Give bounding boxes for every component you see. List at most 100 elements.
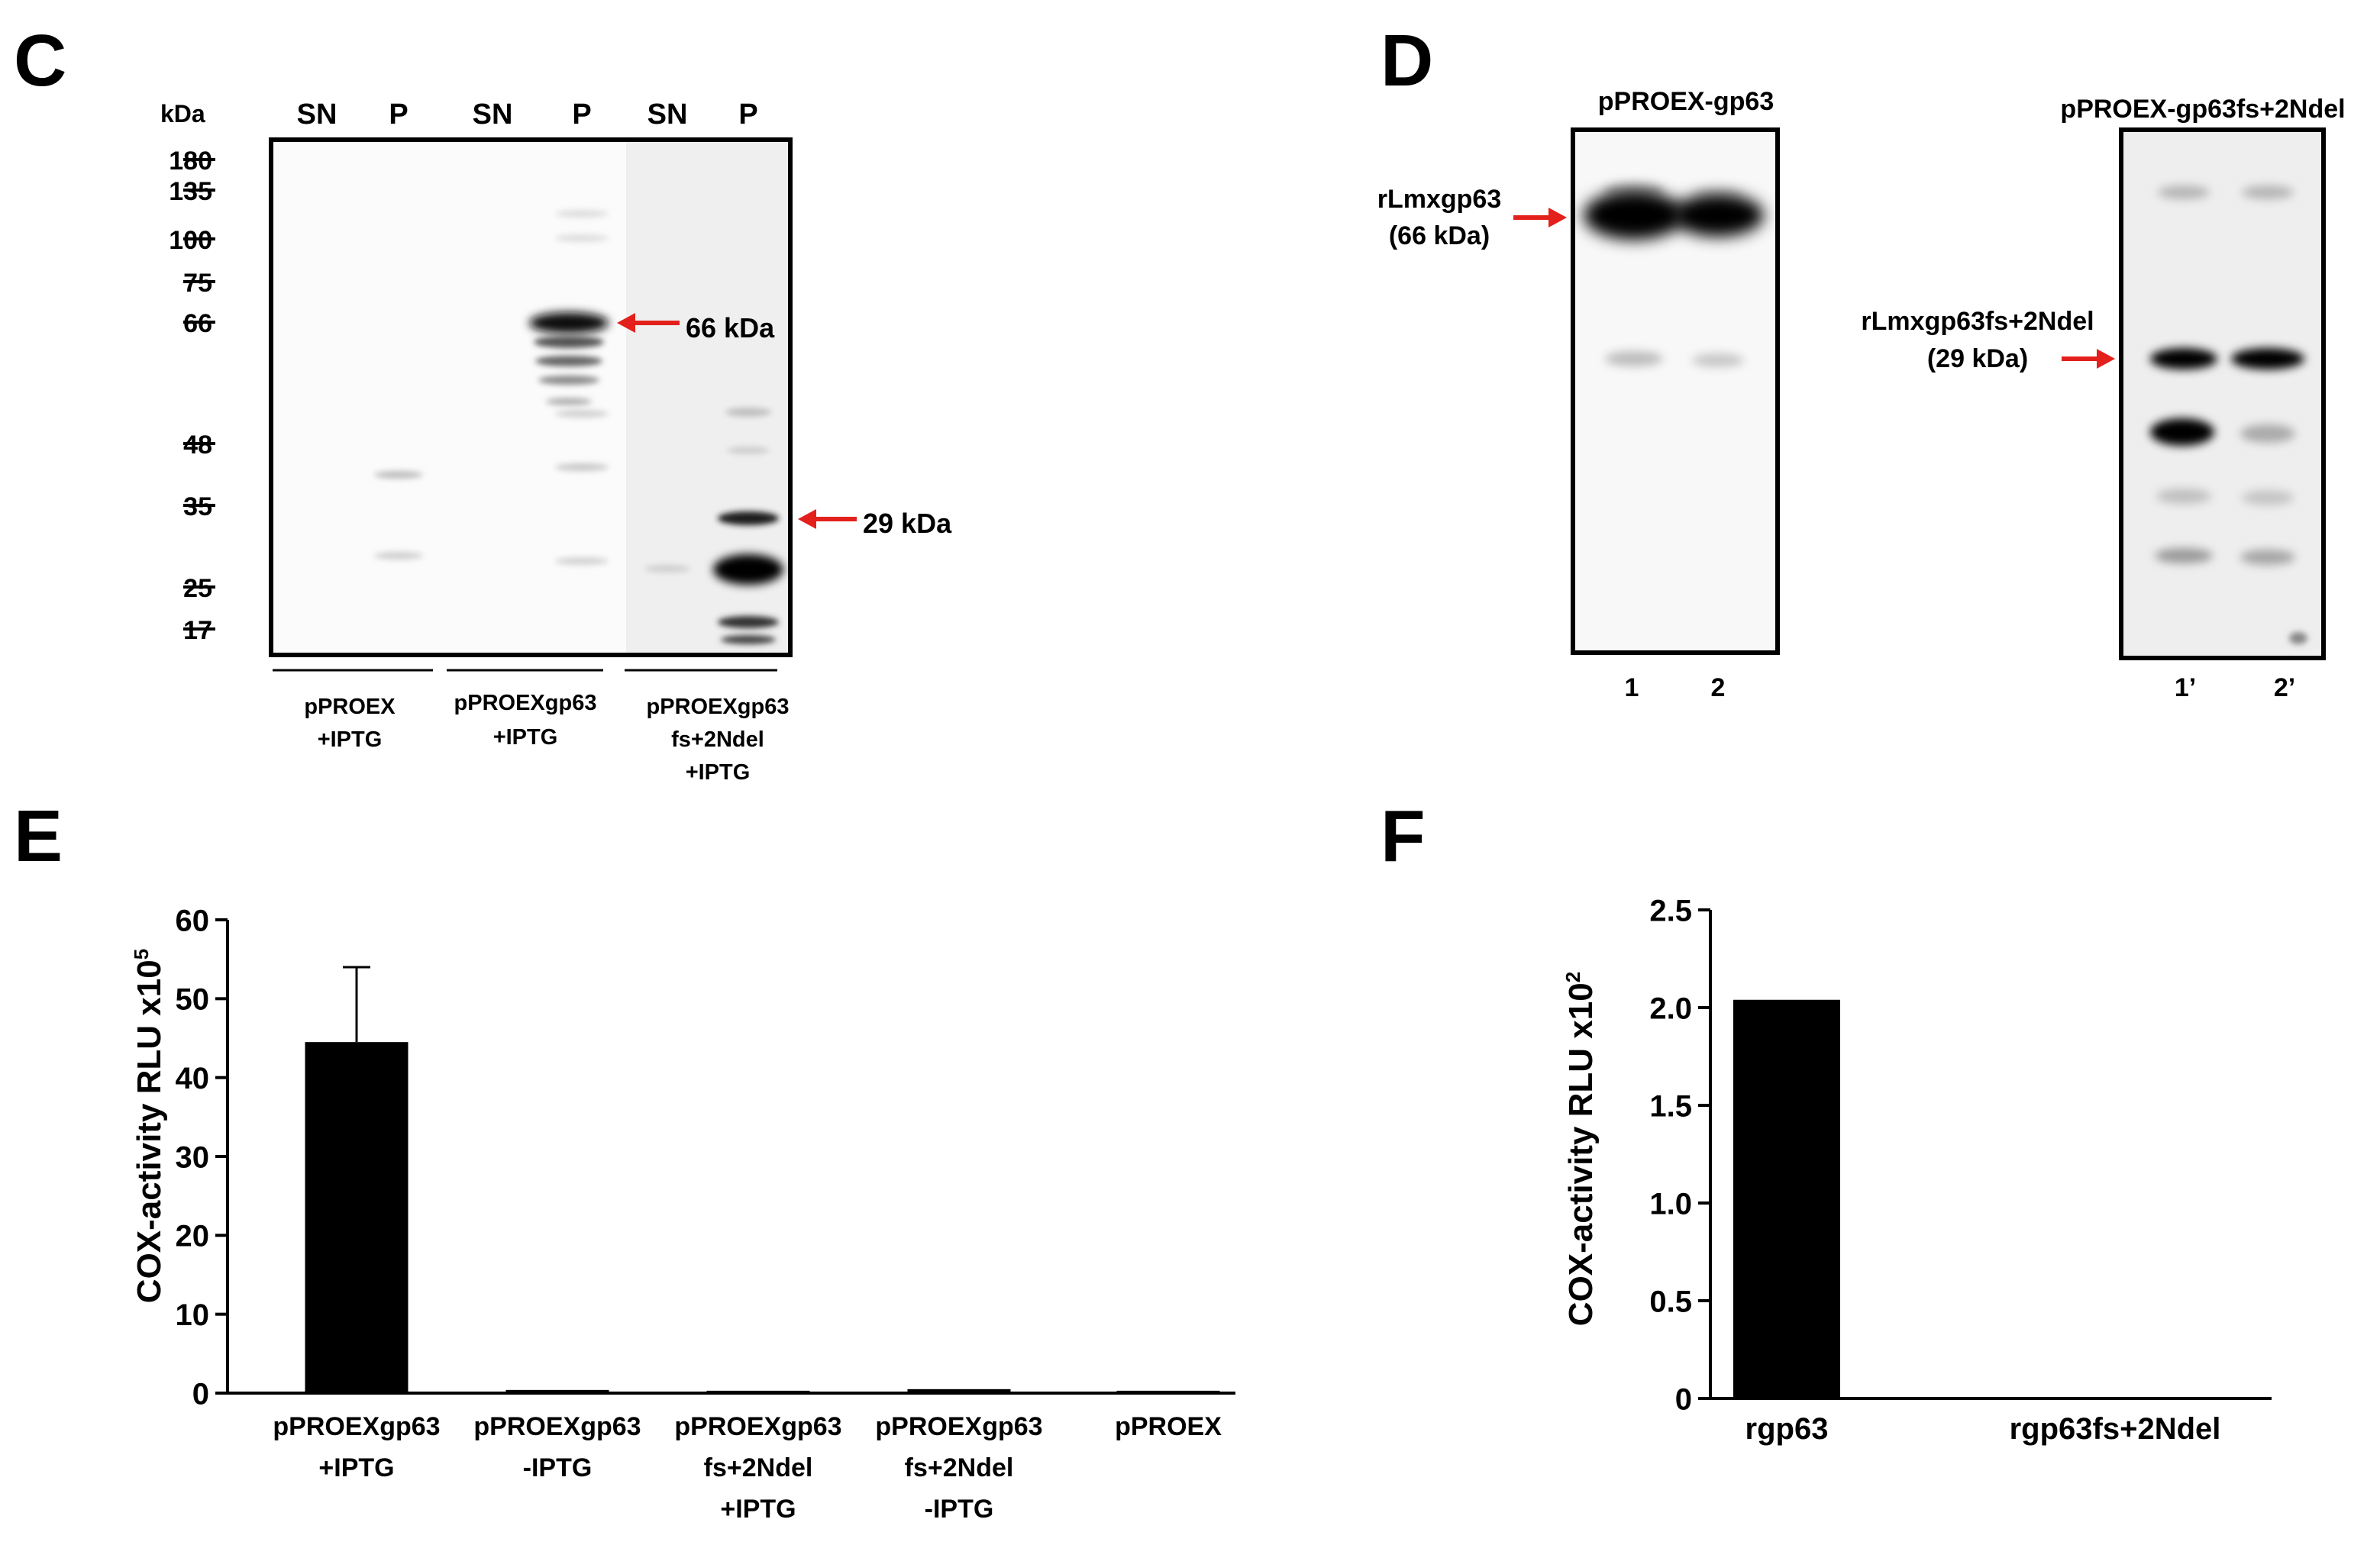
x-category-label: pPROEXgp63 xyxy=(273,1412,440,1441)
y-tick-label: 0 xyxy=(1675,1382,1692,1416)
lane-number: 1’ xyxy=(2175,673,2196,702)
blot-band xyxy=(546,398,592,405)
molecular-weight-markers: 180 135 100 75 66 48 35 25 17 xyxy=(169,147,215,645)
y-axis-title-exponent: 5 xyxy=(130,949,153,960)
lane-header: SN xyxy=(297,98,337,131)
blot-band-66kda xyxy=(1584,191,1684,240)
blot-band xyxy=(555,234,609,242)
x-category-label: +IPTG xyxy=(318,1453,394,1482)
blot-band-29kda xyxy=(2150,348,2217,369)
x-category-label: fs+2Ndel xyxy=(704,1453,813,1482)
y-axis-title: COX-activity RLU x102 xyxy=(1561,972,1600,1326)
western-blot-d1 xyxy=(1571,127,1780,655)
band-label: rLmxgp63 xyxy=(1377,185,1502,214)
group-label: pPROEX xyxy=(304,695,396,719)
x-category-label: fs+2Ndel xyxy=(905,1453,1014,1482)
group-label: +IPTG xyxy=(686,760,751,785)
x-category-label: -IPTG xyxy=(925,1495,994,1524)
blot-band xyxy=(2156,489,2211,504)
y-tick-label: 1.5 xyxy=(1649,1089,1692,1123)
y-tick-label: 2.0 xyxy=(1649,992,1692,1025)
group-label: fs+2Ndel xyxy=(671,727,764,752)
blot-band-66kda xyxy=(529,312,609,334)
blot-background xyxy=(2121,130,2323,658)
sample-groups: pPROEX +IPTG pPROEXgp63 +IPTG pPROEXgp63… xyxy=(273,669,789,785)
y-tick-label: 50 xyxy=(176,983,210,1017)
panel-e-letter: E xyxy=(14,795,63,877)
y-tick-label: 30 xyxy=(176,1140,210,1174)
blot-band xyxy=(555,463,609,471)
chart-e: 60 50 40 30 20 10 0 pPROEXgp63 +IPTG pPROEXgp63 -I… xyxy=(176,904,1235,1524)
blot-band xyxy=(2240,424,2295,443)
bar xyxy=(505,1389,609,1393)
panel-c-letter: C xyxy=(14,20,66,102)
panel-f-letter: F xyxy=(1381,795,1426,877)
y-axis-title-exponent: 2 xyxy=(1561,972,1584,982)
panel-d-letter: D xyxy=(1381,20,1433,102)
blot-frame xyxy=(1571,127,1780,655)
y-axis-title-text: COX-activity RLU x10 xyxy=(131,960,168,1303)
blot-frame xyxy=(269,137,793,657)
y-tick-label: 10 xyxy=(176,1298,210,1332)
blot-band-29kda xyxy=(718,511,779,525)
blot-band xyxy=(1605,351,1663,366)
blot-band xyxy=(727,447,770,454)
arrow-head xyxy=(617,313,635,333)
arrow-head xyxy=(1548,208,1567,227)
x-category-label: rgp63 xyxy=(1745,1412,1829,1446)
y-tick-label: 0.5 xyxy=(1649,1285,1692,1318)
x-category-label: -IPTG xyxy=(523,1453,593,1482)
blot-band xyxy=(2289,632,2307,644)
bar xyxy=(305,1042,409,1393)
y-tick-label: 40 xyxy=(176,1062,210,1095)
western-blot-c xyxy=(269,137,793,657)
bar xyxy=(1733,999,1840,1398)
bar xyxy=(907,1389,1011,1393)
lane-header: SN xyxy=(473,98,513,131)
arrow-rlmxgp63: rLmxgp63 (66 kDa) xyxy=(1377,185,1567,250)
blot-band xyxy=(555,410,609,418)
blot-band xyxy=(2242,185,2294,199)
western-blot-d2 xyxy=(2119,127,2326,660)
arrow-head xyxy=(798,509,816,529)
kda-label: kDa xyxy=(160,100,205,127)
lane-number: 2’ xyxy=(2274,673,2295,702)
blot-band xyxy=(2242,490,2294,505)
y-tick-label: 20 xyxy=(176,1220,210,1253)
blot-title: pPROEX-gp63 xyxy=(1598,87,1774,116)
y-tick-label: 1.0 xyxy=(1649,1187,1692,1221)
y-tick-label: 0 xyxy=(192,1377,209,1411)
arrow-rlmxgp63fs: rLmxgp63fs+2Ndel (29 kDa) xyxy=(1861,307,2115,373)
blot-band-66kda xyxy=(1672,194,1764,237)
panel-d: D pPROEX-gp63 pPROEX-gp63fs+2Ndel 1 2 xyxy=(1377,20,2346,702)
blot-band xyxy=(2158,185,2210,199)
x-category-label: pPROEX xyxy=(1115,1412,1222,1441)
blot-band xyxy=(721,635,776,644)
arrow-label: 66 kDa xyxy=(686,312,775,344)
arrow-66-kda: 66 kDa xyxy=(617,312,775,344)
lane-header: P xyxy=(738,98,757,131)
lane-header: SN xyxy=(647,98,688,131)
blot-band xyxy=(2150,418,2214,446)
panel-e: E COX-activity RLU x105 60 50 40 30 20 10 0 pPR… xyxy=(14,795,1235,1524)
panel-f: F COX-activity RLU x102 2.5 2.0 1.5 1.0 0.5 0… xyxy=(1381,795,2272,1446)
bar xyxy=(1116,1390,1220,1393)
x-category-label: rgp63fs+2Ndel xyxy=(2010,1412,2221,1446)
blot-band-29kda xyxy=(2231,348,2304,369)
blot-band xyxy=(725,408,771,417)
chart-f: 2.5 2.0 1.5 1.0 0.5 0 rgp63 rgp63fs+2Ndel xyxy=(1649,894,2272,1446)
y-axis-title: COX-activity RLU x105 xyxy=(130,949,168,1303)
blot-band xyxy=(374,552,423,560)
y-axis-title-text: COX-activity RLU x10 xyxy=(1562,982,1600,1326)
blot-frame xyxy=(2119,127,2326,660)
panel-c: C kDa SN P SN P SN P 180 135 100 75 66 4… xyxy=(14,20,952,785)
y-tick-label: 2.5 xyxy=(1649,894,1692,927)
blot-band xyxy=(718,616,779,628)
lane-header: P xyxy=(572,98,591,131)
arrow-label: 29 kDa xyxy=(863,508,952,539)
blot-band xyxy=(555,210,609,218)
band-label: (66 kDa) xyxy=(1389,221,1490,250)
blot-band xyxy=(1692,353,1744,367)
arrow-29-kda: 29 kDa xyxy=(798,508,952,539)
